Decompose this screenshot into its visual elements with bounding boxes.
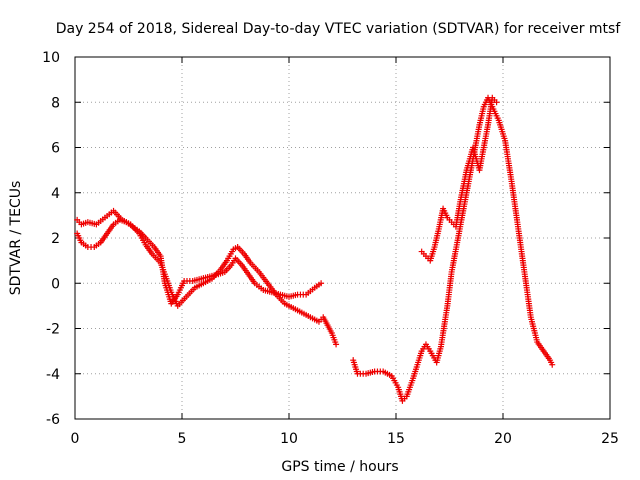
x-tick-label: 20 [494, 431, 512, 447]
x-tick-label: 15 [387, 431, 405, 447]
data-point [333, 341, 340, 348]
y-tick-label: -6 [46, 412, 60, 428]
data-point [493, 99, 500, 106]
grid-layer [75, 57, 610, 419]
x-tick-label: 25 [601, 431, 619, 447]
marks-layer [74, 94, 556, 404]
x-tick-label: 10 [280, 431, 298, 447]
y-axis-label: SDTVAR / TECUs [8, 181, 24, 296]
y-tick-label: 10 [42, 50, 60, 66]
y-tick-label: -4 [46, 367, 60, 383]
tick-layer: 0 5 10 15 20 25 -6 -4 -2 0 2 4 6 8 10 [42, 50, 619, 447]
y-tick-label: -2 [46, 322, 60, 338]
data-point [318, 280, 325, 287]
chart-title: Day 254 of 2018, Sidereal Day-to-day VTE… [56, 21, 622, 37]
x-tick-label: 0 [71, 431, 80, 447]
x-tick-label: 5 [178, 431, 187, 447]
y-tick-label: 0 [51, 276, 60, 292]
y-tick-label: 2 [51, 231, 60, 247]
y-tick-label: 4 [51, 186, 60, 202]
x-axis-label: GPS time / hours [281, 459, 398, 475]
y-tick-label: 6 [51, 141, 60, 157]
data-point [549, 361, 556, 368]
y-tick-label: 8 [51, 95, 60, 111]
